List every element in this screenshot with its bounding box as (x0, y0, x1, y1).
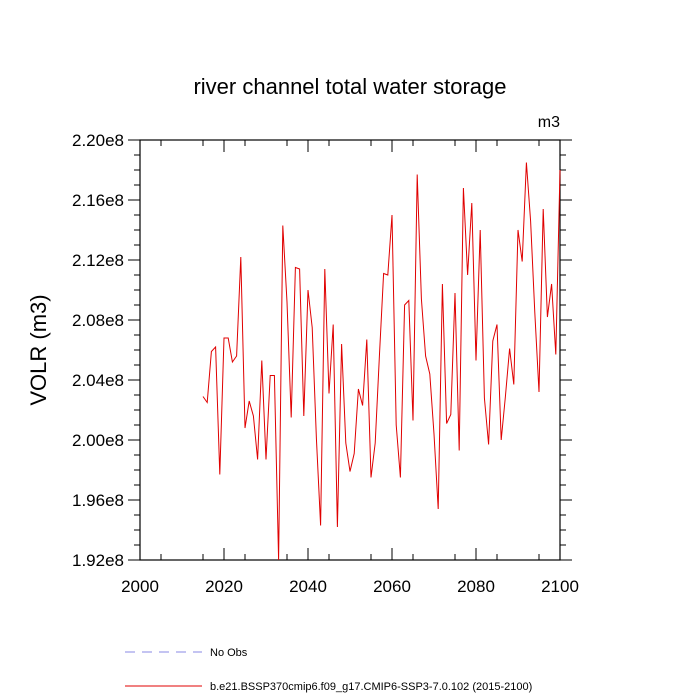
x-tick-label: 2100 (541, 577, 579, 596)
x-tick-labels: 2000 2020 2040 2060 2080 2100 (121, 577, 579, 596)
y-tick-label: 2.08e8 (72, 311, 124, 330)
x-tick-label: 2020 (205, 577, 243, 596)
legend: No Obs b.e21.BSSP370cmip6.f09_g17.CMIP6-… (125, 647, 532, 693)
y-tick-labels: 1.92e8 1.96e8 2.00e8 2.04e8 2.08e8 2.12e8 2.16… (72, 131, 124, 570)
y-axis-label: VOLR (m3) (26, 294, 51, 405)
y-tick-label: 2.20e8 (72, 131, 124, 150)
series-line (202, 162, 561, 561)
y-tick-label: 1.96e8 (72, 491, 124, 510)
y-tick-label: 2.16e8 (72, 191, 124, 210)
x-tick-label: 2040 (289, 577, 327, 596)
chart-title: river channel total water storage (193, 74, 506, 99)
y-tick-label: 1.92e8 (72, 551, 124, 570)
x-tick-label: 2080 (457, 577, 495, 596)
y-tick-label: 2.04e8 (72, 371, 124, 390)
legend-label-series: b.e21.BSSP370cmip6.f09_g17.CMIP6-SSP3-7.… (210, 681, 532, 693)
x-tick-label: 2060 (373, 577, 411, 596)
series-group (202, 162, 561, 561)
units-label: m3 (538, 114, 560, 131)
y-tick-label: 2.12e8 (72, 251, 124, 270)
x-tick-label: 2000 (121, 577, 159, 596)
legend-label-no-obs: No Obs (210, 647, 248, 659)
y-tick-label: 2.00e8 (72, 431, 124, 450)
plot-frame (139, 139, 561, 561)
axis-ticks (128, 139, 572, 561)
